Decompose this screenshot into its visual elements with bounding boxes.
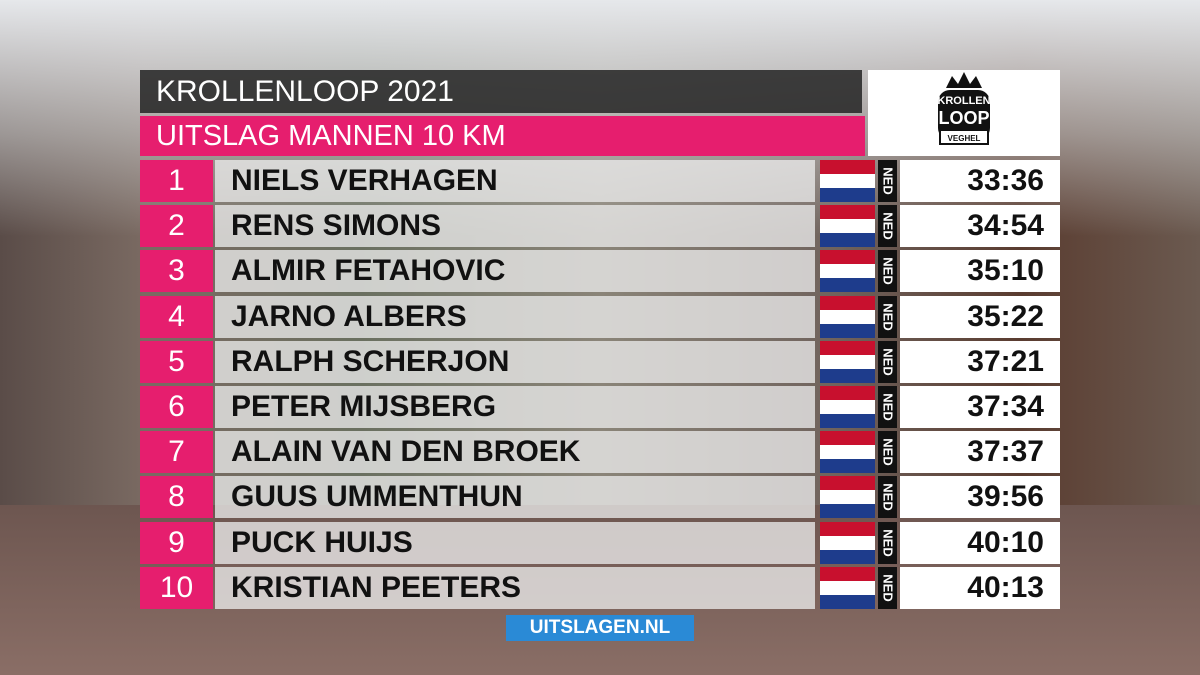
finish-time: 40:13 xyxy=(900,566,1060,609)
crown xyxy=(946,72,982,88)
logo-middle: LOOP xyxy=(938,108,989,128)
flag-nl xyxy=(820,521,875,564)
runner-name: PUCK HUIJS xyxy=(215,521,815,564)
rank: 2 xyxy=(140,205,213,248)
logo-bottom: VEGHEL xyxy=(948,134,981,143)
finish-time: 37:37 xyxy=(900,431,1060,474)
flag xyxy=(820,566,875,609)
flag xyxy=(820,431,875,474)
finish-time: 35:10 xyxy=(900,250,1060,293)
flag-nl xyxy=(820,386,875,428)
runner-name: PETER MIJSBERG xyxy=(215,386,815,428)
country: NED xyxy=(878,295,897,338)
country: NED xyxy=(878,521,897,564)
country: NED xyxy=(878,250,897,293)
rank: 7 xyxy=(140,431,213,474)
flag xyxy=(820,521,875,564)
flag-nl xyxy=(820,340,875,383)
rank: 8 xyxy=(140,476,213,519)
logo-graphic: KROLLEN LOOP VEGHEL xyxy=(937,72,991,145)
logo-top: KROLLEN xyxy=(937,95,990,107)
rank: 3 xyxy=(140,250,213,293)
flag-nl xyxy=(820,476,875,519)
finish-time: 37:21 xyxy=(900,340,1060,383)
flag xyxy=(820,205,875,248)
runner-name: KRISTIAN PEETERS xyxy=(215,566,815,609)
flag xyxy=(820,250,875,293)
country: NED xyxy=(878,431,897,474)
rank: 1 xyxy=(140,160,213,202)
flag xyxy=(820,160,875,202)
country: NED xyxy=(878,340,897,383)
rank: 9 xyxy=(140,521,213,564)
subtitle: UITSLAG MANNEN 10 KM xyxy=(140,116,865,156)
runner-name: JARNO ALBERS xyxy=(215,295,815,338)
runner-name: RENS SIMONS xyxy=(215,205,815,248)
flag xyxy=(820,476,875,519)
runner-name: RALPH SCHERJON xyxy=(215,340,815,383)
country: NED xyxy=(878,476,897,519)
flag-nl xyxy=(820,160,875,202)
rank: 6 xyxy=(140,386,213,428)
finish-time: 33:36 xyxy=(900,160,1060,202)
finish-time: 39:56 xyxy=(900,476,1060,519)
runner-name: ALAIN VAN DEN BROEK xyxy=(215,431,815,474)
flag-nl xyxy=(820,566,875,609)
finish-time: 34:54 xyxy=(900,205,1060,248)
rank: 4 xyxy=(140,295,213,338)
country: NED xyxy=(878,160,897,202)
flag xyxy=(820,340,875,383)
flag-nl xyxy=(820,205,875,248)
country: NED xyxy=(878,386,897,428)
finish-time: 40:10 xyxy=(900,521,1060,564)
ribbon xyxy=(939,129,989,145)
rank: 10 xyxy=(140,566,213,609)
runner-name: NIELS VERHAGEN xyxy=(215,160,815,202)
flag xyxy=(820,295,875,338)
logo: KROLLEN LOOP VEGHEL xyxy=(868,70,1060,156)
badge xyxy=(938,90,990,140)
country: NED xyxy=(878,566,897,609)
flag-nl xyxy=(820,295,875,338)
runner-name: GUUS UMMENTHUN xyxy=(215,476,815,519)
flag xyxy=(820,386,875,428)
rank: 5 xyxy=(140,340,213,383)
flag-nl xyxy=(820,431,875,474)
country: NED xyxy=(878,205,897,248)
finish-time: 35:22 xyxy=(900,295,1060,338)
title: KROLLENLOOP 2021 xyxy=(140,70,862,113)
finish-time: 37:34 xyxy=(900,386,1060,428)
footer-brand: UITSLAGEN.NL xyxy=(506,615,694,641)
runner-name: ALMIR FETAHOVIC xyxy=(215,250,815,293)
flag-nl xyxy=(820,250,875,293)
